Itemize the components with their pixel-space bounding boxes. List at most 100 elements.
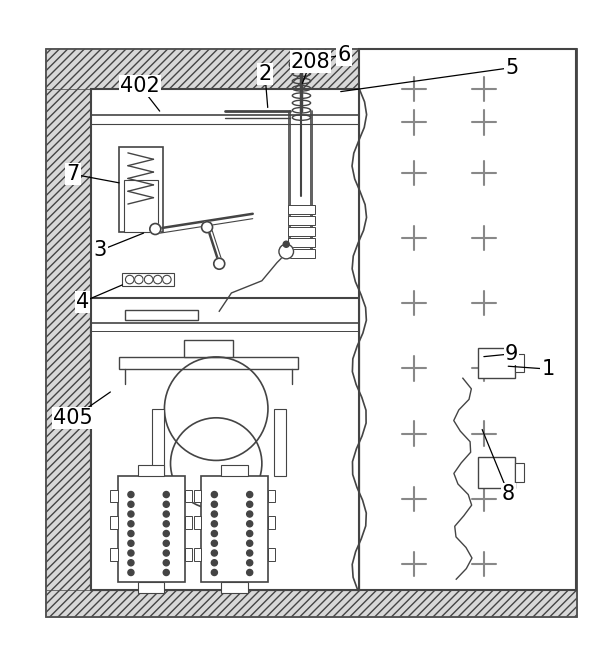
Circle shape: [202, 221, 213, 233]
Text: 6: 6: [337, 45, 351, 65]
Bar: [268, 516, 275, 529]
Bar: [138, 583, 164, 593]
Circle shape: [125, 275, 134, 284]
Text: 8: 8: [502, 484, 515, 504]
Bar: [91, 298, 359, 590]
Text: 5: 5: [505, 57, 518, 78]
Ellipse shape: [289, 59, 314, 71]
Circle shape: [211, 530, 217, 536]
Circle shape: [163, 569, 169, 575]
Bar: [185, 490, 192, 502]
Circle shape: [211, 521, 217, 527]
Bar: [194, 516, 201, 529]
Circle shape: [247, 511, 253, 517]
Bar: [194, 490, 201, 502]
Text: 1: 1: [541, 359, 555, 379]
Bar: [185, 548, 192, 561]
Text: 208: 208: [290, 51, 331, 72]
Bar: [110, 548, 118, 561]
Circle shape: [247, 559, 253, 566]
Bar: [46, 49, 576, 89]
Text: 9: 9: [505, 344, 518, 364]
Circle shape: [247, 550, 253, 556]
Bar: [185, 340, 233, 357]
Circle shape: [128, 559, 134, 566]
Bar: [515, 354, 524, 372]
Text: 3: 3: [94, 241, 107, 260]
Bar: [138, 465, 164, 476]
Circle shape: [283, 241, 289, 247]
Circle shape: [211, 569, 217, 575]
Bar: [91, 89, 359, 590]
Bar: [268, 490, 275, 502]
Circle shape: [163, 550, 169, 556]
Circle shape: [247, 521, 253, 527]
Bar: [119, 357, 298, 369]
Bar: [194, 548, 201, 561]
Circle shape: [211, 501, 217, 507]
Bar: [122, 273, 174, 285]
Circle shape: [214, 258, 225, 270]
Bar: [46, 49, 91, 616]
Bar: [288, 227, 315, 236]
Circle shape: [128, 501, 134, 507]
Circle shape: [163, 492, 169, 498]
Circle shape: [163, 511, 169, 517]
Bar: [274, 409, 286, 476]
Circle shape: [279, 244, 294, 259]
Bar: [221, 465, 248, 476]
Circle shape: [211, 550, 217, 556]
Text: 7: 7: [66, 164, 80, 185]
Circle shape: [128, 550, 134, 556]
Circle shape: [247, 569, 253, 575]
Text: 405: 405: [53, 408, 93, 428]
Bar: [288, 237, 315, 246]
Bar: [185, 516, 192, 529]
Bar: [359, 49, 576, 590]
Circle shape: [150, 223, 161, 235]
Bar: [46, 590, 576, 616]
Circle shape: [163, 559, 169, 566]
Bar: [221, 583, 248, 593]
Bar: [46, 49, 576, 616]
Circle shape: [211, 540, 217, 546]
Bar: [152, 409, 164, 476]
Circle shape: [163, 521, 169, 527]
Circle shape: [128, 492, 134, 498]
Text: 4: 4: [76, 292, 89, 312]
Circle shape: [211, 559, 217, 566]
Circle shape: [163, 530, 169, 536]
Bar: [110, 516, 118, 529]
Bar: [288, 205, 315, 214]
Circle shape: [128, 530, 134, 536]
Circle shape: [135, 275, 143, 284]
Circle shape: [128, 569, 134, 575]
Bar: [288, 215, 315, 225]
Circle shape: [247, 492, 253, 498]
Circle shape: [211, 492, 217, 498]
Bar: [118, 476, 185, 583]
Bar: [478, 348, 515, 378]
Circle shape: [128, 540, 134, 546]
Circle shape: [247, 540, 253, 546]
Circle shape: [163, 540, 169, 546]
Bar: [119, 147, 163, 232]
Bar: [515, 463, 524, 482]
Bar: [110, 490, 118, 502]
Text: 402: 402: [120, 76, 160, 96]
Circle shape: [211, 511, 217, 517]
Bar: [478, 457, 515, 488]
Circle shape: [163, 501, 169, 507]
Bar: [201, 476, 268, 583]
Bar: [125, 310, 198, 320]
Circle shape: [163, 275, 171, 284]
Bar: [268, 548, 275, 561]
Circle shape: [247, 501, 253, 507]
Circle shape: [247, 530, 253, 536]
Bar: [124, 181, 158, 232]
Circle shape: [128, 521, 134, 527]
Circle shape: [153, 275, 162, 284]
Circle shape: [144, 275, 153, 284]
Bar: [288, 248, 315, 258]
Circle shape: [128, 511, 134, 517]
